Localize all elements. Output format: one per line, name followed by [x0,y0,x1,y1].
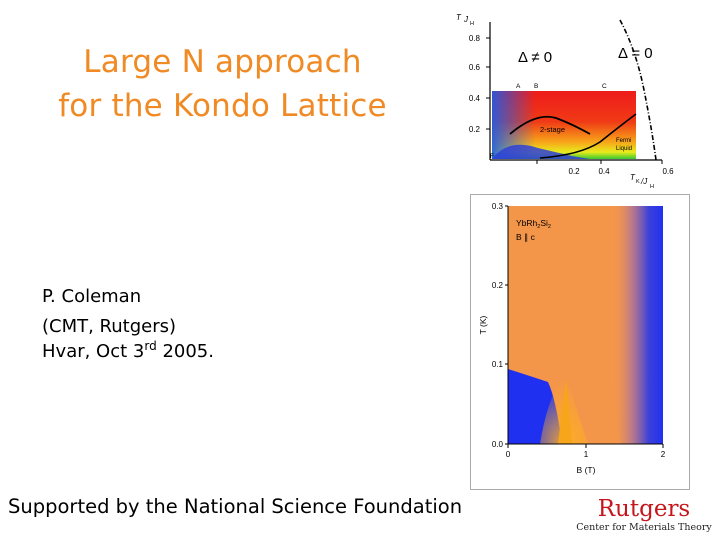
material-base: YbRh [516,218,538,228]
phase-xlabel-k: K [636,179,640,185]
venue-year: 2005. [162,341,214,362]
region-label-broken: Δ ≠ 0 [518,49,552,66]
point-label-a: A [516,83,521,90]
point-label-b: B [534,83,538,90]
title-line-2: for the Kondo Lattice [58,88,387,124]
ybrh2si2-plot-figure: 0.3 0.2 0.1 0.0 0 1 2 T (K) B (T) YbRh2S… [470,194,690,490]
liquid-label: Liquid [616,146,632,152]
ybrh-xtick-label: 2 [661,450,666,459]
venue-date: Hvar, Oct 3rd 2005. [42,335,214,363]
material-sub-2: 2 [548,224,551,230]
phase-diagram-figure: 0.8 0.6 0.4 0.2 0.2 0.4 0.6 T J H T K /J… [456,13,674,190]
ybrh-material-label: YbRh2Si2 [516,218,551,230]
ybrh-blue-fade [590,206,663,444]
ybrh-ytick-label: 0.3 [492,202,504,211]
phase-xlabel-sub: H [650,184,654,190]
phase-xtick-label: 0.2 [568,167,580,176]
region-label-zero: Δ = 0 [618,45,653,62]
phase-ytick-label: 0.4 [469,94,481,103]
ybrh-field-direction: B ∥ c [516,232,536,242]
point-label-c: C [602,83,607,90]
venue-superscript: rd [144,339,157,353]
phase-ytick-label: 0.8 [469,34,481,43]
fermi-liquid-curve [539,113,637,159]
venue-prefix: Hvar, Oct 3 [42,341,145,362]
two-stage-curve [509,115,591,135]
phase-ytick-label: 0.6 [469,63,481,72]
ybrh-xtick-label: 0 [506,450,511,459]
funding-footer: Supported by the National Science Founda… [8,495,463,518]
delta-boundary-curve [619,19,657,161]
ybrh-xtick-label: 1 [584,450,589,459]
logo-wordmark: Rutgers [597,496,691,522]
phase-xlabel-slash: /J [640,177,648,186]
ybrh-fan-core [558,379,572,444]
phase-ylabel-sub: H [470,21,474,27]
two-stage-label: 2-stage [540,125,565,134]
title-line-1: Large N approach [83,44,362,80]
material-mid: Si [540,218,548,228]
ybrh-ytick-label: 0.2 [492,281,504,290]
phase-xtick-label: 0.6 [662,167,674,176]
ybrh-y-axis-label: T (K) [478,315,488,334]
phase-ylabel-t: T [456,13,462,22]
rutgers-cmt-logo: Rutgers Center for Materials Theory [574,496,714,534]
material-sub-1: 2 [537,224,540,230]
ybrh-ytick-label: 0.0 [492,440,504,449]
logo-subtitle: Center for Materials Theory [576,522,712,533]
author-name: P. Coleman [42,286,142,307]
phase-xtick-label: 0.4 [598,167,610,176]
fermi-label: Fermi [616,138,631,144]
ybrh-ytick-label: 0.1 [492,360,504,369]
phase-ylabel-j: J [463,15,469,24]
phase-xlabel-t: T [630,173,636,182]
f-label: F [490,153,494,160]
phase-ytick-label: 0.2 [469,125,481,134]
author-affiliation: (CMT, Rutgers) [42,316,177,337]
ybrh-x-axis-label: B (T) [577,465,596,475]
slide-title: Large N approach for the Kondo Lattice [20,40,425,128]
